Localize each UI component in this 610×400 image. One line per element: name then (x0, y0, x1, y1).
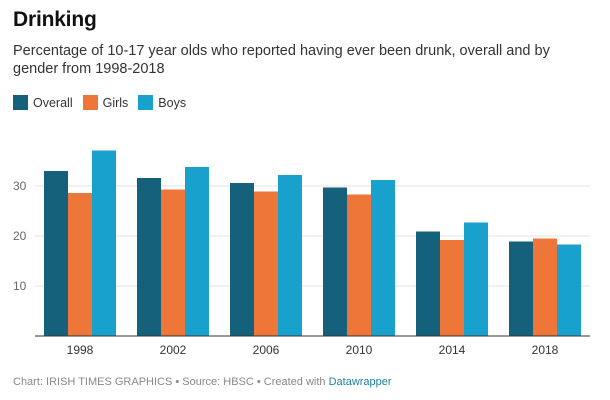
legend-swatch-boys (138, 95, 154, 110)
bar-girls-2018 (533, 238, 557, 336)
legend: Overall Girls Boys (13, 95, 186, 110)
y-tick-label-20: 20 (13, 229, 27, 243)
bar-boys-2014 (464, 222, 488, 336)
bar-boys-2002 (185, 167, 209, 336)
bar-overall-2006 (230, 183, 254, 336)
bar-boys-2018 (557, 244, 581, 336)
legend-label-girls: Girls (102, 95, 129, 110)
bar-girls-2006 (254, 191, 278, 336)
legend-item-overall: Overall (13, 95, 73, 110)
bar-overall-2002 (137, 178, 161, 336)
bar-boys-2006 (278, 175, 302, 336)
x-tick-label-2006: 2006 (253, 343, 280, 357)
legend-item-girls: Girls (82, 95, 129, 110)
bar-overall-2010 (323, 187, 347, 336)
legend-swatch-girls (82, 95, 98, 110)
chart-footer: Chart: IRISH TIMES GRAPHICS • Source: HB… (13, 376, 392, 388)
legend-label-boys: Boys (158, 95, 187, 110)
x-tick-label-2010: 2010 (346, 343, 373, 357)
bar-girls-2014 (440, 240, 464, 336)
footer-credits: Chart: IRISH TIMES GRAPHICS • Source: HB… (13, 376, 329, 388)
legend-item-boys: Boys (138, 95, 186, 110)
datawrapper-link[interactable]: Datawrapper (328, 376, 392, 388)
bar-overall-2014 (416, 231, 440, 336)
bar-boys-2010 (371, 180, 395, 336)
bar-boys-1998 (92, 150, 116, 336)
x-tick-label-2018: 2018 (532, 343, 559, 357)
legend-label-overall: Overall (33, 95, 73, 110)
bar-girls-2002 (161, 189, 185, 336)
chart-title: Drinking (13, 8, 97, 31)
y-tick-label-10: 10 (13, 279, 27, 293)
chart-subtitle: Percentage of 10-17 year olds who report… (13, 43, 550, 77)
legend-swatch-overall (13, 95, 28, 110)
x-tick-label-1998: 1998 (67, 343, 94, 357)
y-tick-label-30: 30 (13, 179, 27, 193)
bar-overall-1998 (44, 171, 68, 336)
x-tick-label-2014: 2014 (439, 343, 466, 357)
bar-girls-2010 (347, 194, 371, 336)
x-tick-label-2002: 2002 (160, 343, 187, 357)
bar-overall-2018 (509, 241, 533, 336)
bar-girls-1998 (68, 193, 92, 336)
